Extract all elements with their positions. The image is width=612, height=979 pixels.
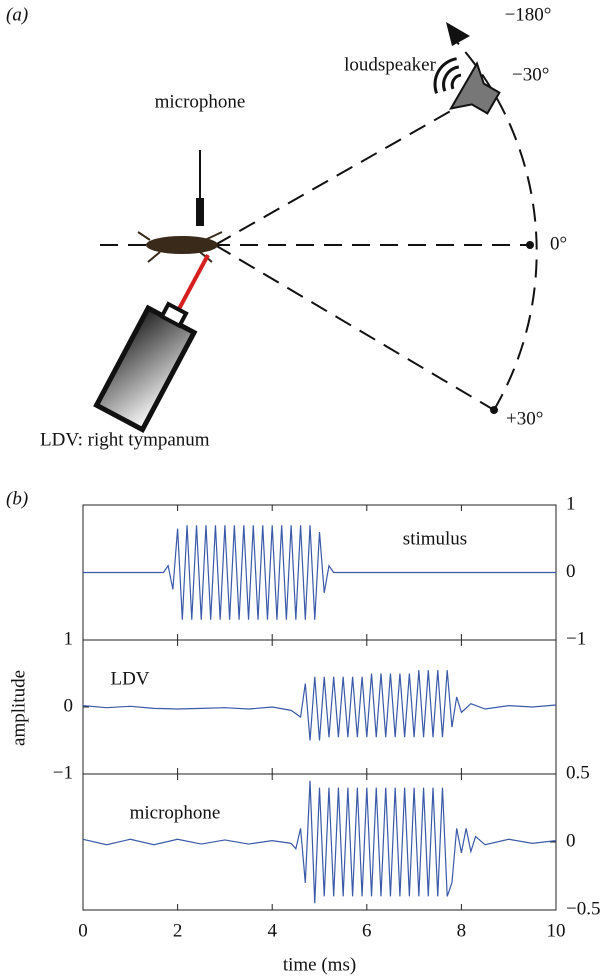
y-axis-label: amplitude [8,670,29,746]
label: microphone [155,91,246,112]
point [526,241,534,249]
y-tick-label: 0 [566,561,576,582]
waveform [83,525,556,620]
ldv-icon [93,301,198,433]
y-tick-label: 1 [64,628,74,649]
arrowhead [446,22,470,46]
y-tick-label: −1 [53,762,73,783]
panel-annotation: LDV [110,668,149,689]
x-tick-label: 2 [173,920,183,941]
label: 0° [550,233,567,254]
x-tick-label: 6 [362,920,372,941]
x-axis-label: time (ms) [283,954,356,975]
label: LDV: right tympanum [40,429,210,450]
diagram: (a) microphone loudspeaker −180° [6,4,567,450]
x-tick-label: 10 [547,920,566,941]
panel-label: (a) [6,4,28,25]
y-tick-label: −0.5 [566,898,600,919]
plots: −1 0 1 stimulus −1 0 1 LDV −0.5 0 0.5 microphone 0 2 4… [53,493,601,975]
waveform [82,780,557,904]
label: −180° [505,4,552,25]
y-tick-label: 0 [64,695,74,716]
x-tick-label: 4 [267,920,277,941]
point [490,406,498,414]
y-tick-label: 1 [566,493,576,514]
label: −30° [512,64,549,85]
microphone-icon [196,150,204,226]
loudspeaker-icon [433,57,501,115]
waveform [82,670,557,741]
label: +30° [506,408,543,429]
panel-annotation: microphone [130,802,221,823]
panel-label: (b) [6,488,28,509]
label: loudspeaker [344,54,436,75]
cricket [137,231,223,263]
x-tick-label: 0 [78,920,88,941]
panel-frame [82,639,557,775]
y-tick-label: 0 [566,830,576,851]
panel-annotation: stimulus [403,528,467,549]
y-tick-label: 0.5 [566,762,590,783]
x-tick-label: 8 [457,920,467,941]
y-tick-label: −1 [566,628,586,649]
